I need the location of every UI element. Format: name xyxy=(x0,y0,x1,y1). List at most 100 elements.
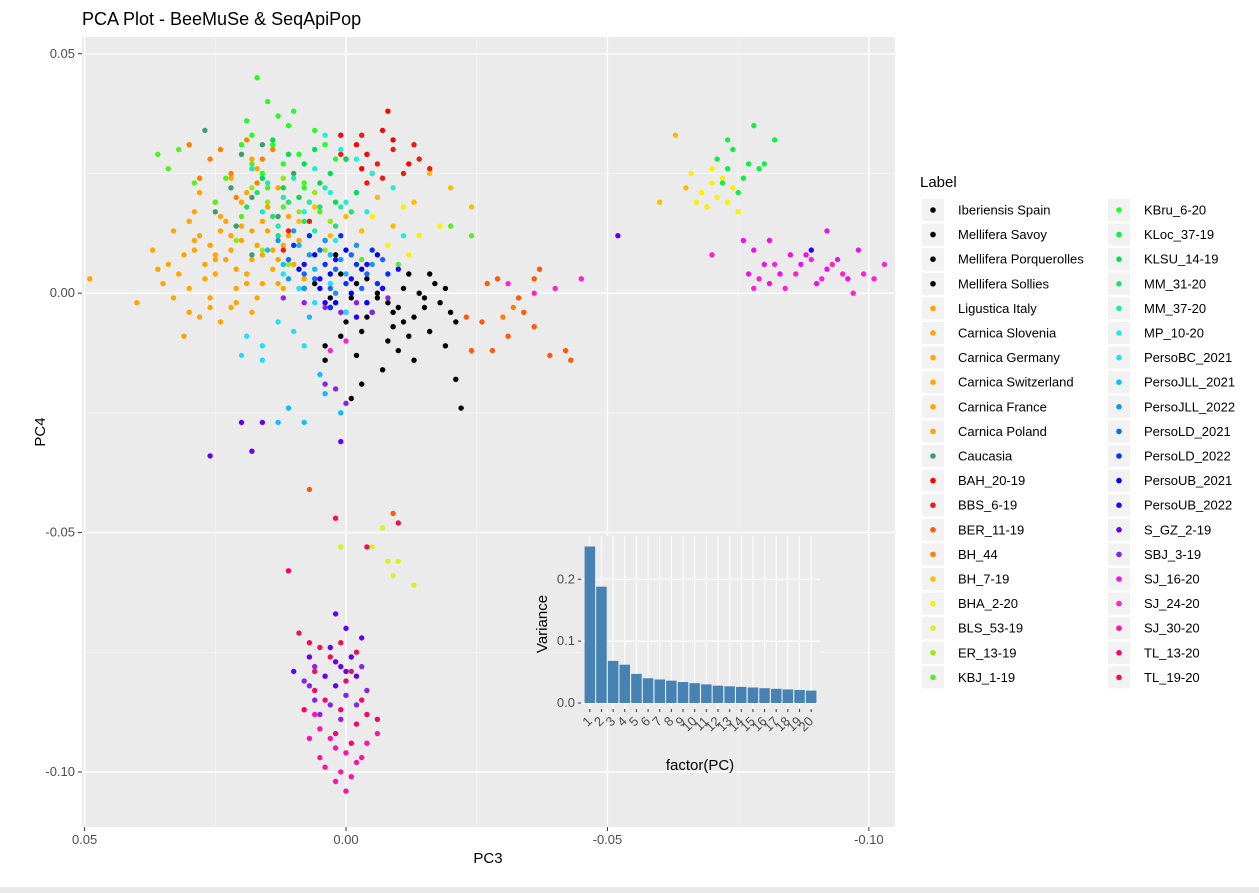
inset-y-tick-label: 0.2 xyxy=(557,571,575,586)
variance-bar xyxy=(654,679,665,703)
data-point xyxy=(160,280,166,287)
data-point xyxy=(233,266,239,272)
data-point xyxy=(238,237,245,244)
data-point xyxy=(217,146,224,153)
data-point xyxy=(285,213,292,220)
data-point xyxy=(312,711,318,718)
data-point xyxy=(343,247,349,253)
data-point xyxy=(840,271,846,277)
data-point xyxy=(322,132,328,138)
data-point xyxy=(296,266,302,272)
data-point xyxy=(332,237,339,244)
data-point xyxy=(259,247,266,253)
data-point xyxy=(343,625,349,631)
data-point xyxy=(87,276,93,282)
legend-marker xyxy=(1116,379,1122,386)
data-point xyxy=(515,295,522,301)
data-point xyxy=(259,142,266,148)
data-point xyxy=(385,300,391,306)
data-point xyxy=(322,237,328,244)
data-point xyxy=(332,223,339,229)
legend-marker xyxy=(1116,650,1122,656)
variance-bar xyxy=(759,688,770,703)
data-point xyxy=(427,170,433,177)
data-point xyxy=(244,118,250,124)
data-point xyxy=(343,271,349,277)
data-point xyxy=(317,371,323,378)
data-point xyxy=(259,343,266,349)
data-point xyxy=(531,276,537,282)
data-point xyxy=(364,276,370,282)
data-point xyxy=(364,687,370,694)
legend-label: Mellifera Savoy xyxy=(958,227,1047,242)
data-point xyxy=(301,276,307,282)
legend-label: PersoJLL_2021 xyxy=(1144,375,1235,390)
data-point xyxy=(254,189,260,196)
data-point xyxy=(359,754,365,761)
data-point xyxy=(264,98,271,105)
legend-marker xyxy=(1116,576,1122,582)
data-point xyxy=(228,175,234,181)
data-point xyxy=(280,204,286,210)
data-point xyxy=(400,233,407,239)
data-point xyxy=(411,199,417,205)
data-point xyxy=(338,438,344,445)
data-point xyxy=(301,161,307,167)
data-point xyxy=(312,663,318,670)
data-point xyxy=(317,209,323,215)
data-point xyxy=(385,558,391,564)
data-point xyxy=(317,285,323,292)
data-point xyxy=(301,707,307,713)
data-point xyxy=(170,228,177,234)
legend-label: PersoLD_2022 xyxy=(1144,449,1231,464)
data-point xyxy=(317,247,323,253)
legend-label: SJ_16-20 xyxy=(1144,572,1200,587)
data-point xyxy=(244,271,250,277)
data-point xyxy=(332,300,339,306)
data-point xyxy=(385,271,391,277)
legend: Label Iberiensis Spain Mellifera Savoy Mel… xyxy=(920,174,1235,689)
data-point xyxy=(343,156,349,162)
data-point xyxy=(390,309,396,315)
data-point xyxy=(860,271,867,277)
data-point xyxy=(787,252,794,258)
data-point xyxy=(196,189,203,196)
data-point xyxy=(249,252,255,258)
data-point xyxy=(228,247,234,253)
data-point xyxy=(536,266,543,272)
inset-y-tick-label: 0.1 xyxy=(557,633,575,648)
data-point xyxy=(359,635,365,641)
data-point xyxy=(285,228,292,234)
data-point xyxy=(327,347,333,354)
data-point xyxy=(725,199,731,205)
data-point xyxy=(296,242,302,248)
data-point xyxy=(740,175,747,181)
data-point xyxy=(447,309,454,315)
data-point xyxy=(353,721,360,727)
bottom-scrollbar-strip xyxy=(0,887,1259,893)
data-point xyxy=(338,151,344,157)
legend-marker xyxy=(1116,527,1122,533)
data-point xyxy=(275,185,281,191)
data-point xyxy=(312,300,318,306)
data-point xyxy=(338,716,344,722)
data-point xyxy=(223,175,229,181)
data-point xyxy=(244,280,250,287)
data-point xyxy=(343,213,349,220)
data-point xyxy=(751,122,757,129)
data-point xyxy=(427,166,433,172)
data-point xyxy=(353,142,360,148)
variance-bar xyxy=(724,686,735,703)
x-tick-label: -0.10 xyxy=(854,832,884,847)
data-point xyxy=(683,185,689,191)
data-point xyxy=(186,285,192,292)
legend-marker xyxy=(930,600,936,607)
data-point xyxy=(338,204,344,210)
data-point xyxy=(359,285,365,292)
data-point xyxy=(364,544,370,550)
legend-label: MM_37-20 xyxy=(1144,301,1206,316)
data-point xyxy=(332,386,339,392)
data-point xyxy=(207,156,213,162)
data-point xyxy=(322,343,328,349)
data-point xyxy=(217,228,224,234)
